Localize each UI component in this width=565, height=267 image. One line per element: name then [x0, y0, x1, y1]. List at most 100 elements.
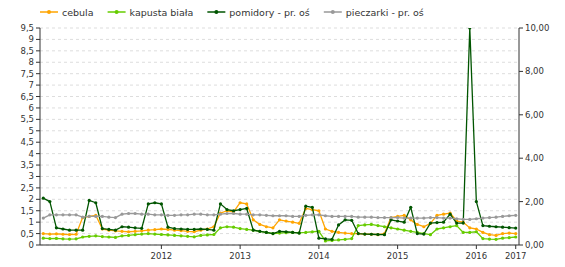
- point: [429, 221, 432, 224]
- point: [120, 234, 123, 237]
- x-tick: [515, 245, 516, 249]
- y2-tick-label: 10,00: [525, 23, 549, 33]
- point: [74, 213, 77, 216]
- point: [199, 227, 202, 230]
- y-tick-label: 4: [29, 149, 34, 159]
- point: [383, 216, 386, 219]
- y-tick-label: 1: [29, 217, 34, 227]
- point: [508, 214, 511, 217]
- point: [114, 229, 117, 232]
- y2-tick-label: 0,00: [525, 240, 544, 250]
- point: [166, 226, 169, 229]
- point: [173, 214, 176, 217]
- point: [74, 233, 77, 236]
- point: [107, 228, 110, 231]
- point: [462, 231, 465, 234]
- point: [383, 225, 386, 228]
- point: [291, 215, 294, 218]
- y-tick-label: 0,5: [20, 229, 34, 239]
- point: [147, 213, 150, 216]
- point: [147, 232, 150, 235]
- point: [409, 216, 412, 219]
- y-tick-label: 5: [29, 126, 34, 136]
- point: [298, 222, 301, 225]
- point: [160, 227, 163, 230]
- point: [455, 217, 458, 220]
- point: [160, 233, 163, 236]
- point: [134, 230, 137, 233]
- point: [291, 221, 294, 224]
- point: [488, 225, 491, 228]
- grid-line: [40, 245, 519, 246]
- point: [239, 213, 242, 216]
- point: [61, 237, 64, 240]
- point: [94, 215, 97, 218]
- y-tick: [36, 187, 40, 188]
- grid-line: [40, 107, 519, 108]
- point: [173, 234, 176, 237]
- point: [409, 230, 412, 233]
- point: [468, 218, 471, 221]
- point: [81, 229, 84, 232]
- point: [94, 234, 97, 237]
- point: [127, 226, 130, 229]
- point: [508, 232, 511, 235]
- grid-line: [40, 176, 519, 177]
- point: [134, 212, 137, 215]
- point: [357, 232, 360, 235]
- point: [134, 226, 137, 229]
- series-line: [43, 203, 515, 236]
- point: [193, 213, 196, 216]
- y-tick: [36, 50, 40, 51]
- point: [61, 227, 64, 230]
- point: [245, 213, 248, 216]
- point: [344, 238, 347, 241]
- point: [475, 200, 478, 203]
- point: [278, 218, 281, 221]
- legend-label: pomidory - pr. oś: [229, 7, 309, 18]
- y-tick-label: 4,5: [20, 137, 34, 147]
- point: [219, 226, 222, 229]
- point: [42, 232, 45, 235]
- point: [311, 230, 314, 233]
- point: [403, 216, 406, 219]
- y2-tick-label: 4,00: [525, 153, 544, 163]
- y-tick: [36, 28, 40, 29]
- legend-marker: [214, 10, 218, 14]
- grid-line: [40, 210, 519, 211]
- chart: 00,511,522,533,544,555,566,577,588,599,5…: [0, 0, 565, 267]
- point: [357, 224, 360, 227]
- x-tick: [240, 245, 241, 249]
- point: [140, 227, 143, 230]
- point: [127, 234, 130, 237]
- point: [317, 213, 320, 216]
- grid-line: [40, 187, 519, 188]
- grid-line: [40, 222, 519, 223]
- x-tick-label: 2012: [151, 251, 173, 261]
- point: [284, 219, 287, 222]
- point: [225, 212, 228, 215]
- point: [376, 233, 379, 236]
- point: [416, 216, 419, 219]
- point: [265, 214, 268, 217]
- point: [81, 216, 84, 219]
- point: [212, 233, 215, 236]
- point: [48, 237, 51, 240]
- point: [166, 233, 169, 236]
- point: [416, 232, 419, 235]
- point: [186, 235, 189, 238]
- y-axis-line: [40, 28, 41, 245]
- series-line: [43, 213, 515, 219]
- point: [48, 200, 51, 203]
- point: [370, 216, 373, 219]
- point: [508, 226, 511, 229]
- point: [271, 226, 274, 229]
- x-tick: [318, 245, 319, 249]
- x-tick: [397, 245, 398, 249]
- point: [442, 216, 445, 219]
- point: [494, 238, 497, 241]
- point: [442, 213, 445, 216]
- point: [357, 232, 360, 235]
- point: [88, 215, 91, 218]
- point: [304, 231, 307, 234]
